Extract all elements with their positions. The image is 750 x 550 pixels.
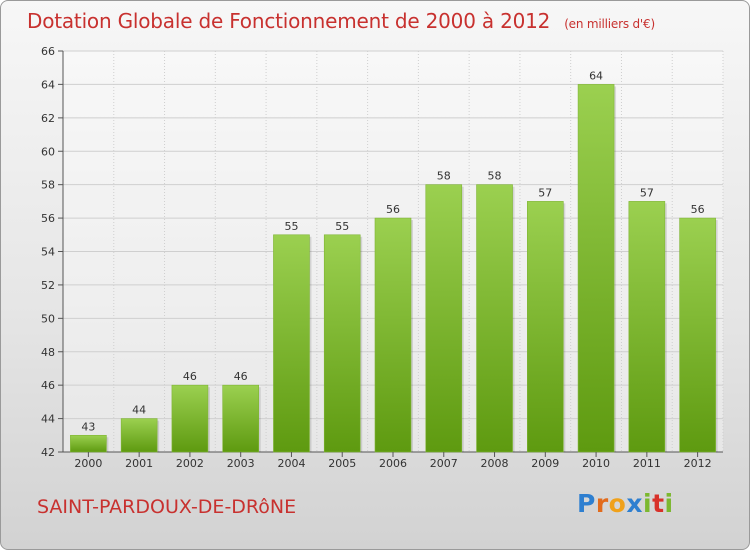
chart-subtitle: (en milliers d'€) — [564, 17, 655, 31]
value-label-2001: 44 — [132, 404, 146, 417]
value-label-2003: 46 — [234, 370, 248, 383]
value-label-2010: 64 — [589, 69, 603, 82]
bar-2007 — [425, 184, 463, 453]
bar-2003 — [222, 384, 259, 453]
bar-2009 — [527, 201, 564, 453]
proxiti-logo: Proxiti — [577, 489, 697, 525]
bar-2011 — [628, 201, 666, 453]
y-tick-label-56: 56 — [41, 212, 55, 225]
logo-letter: i — [664, 489, 674, 518]
y-tick-label-42: 42 — [41, 446, 55, 459]
y-tick-label-46: 46 — [41, 379, 55, 392]
value-label-2004: 55 — [284, 220, 298, 233]
x-tick-label-2011: 2011 — [633, 457, 661, 470]
value-label-2007: 58 — [437, 170, 451, 183]
x-tick-label-2006: 2006 — [379, 457, 407, 470]
y-tick-label-44: 44 — [41, 413, 55, 426]
chart-title: Dotation Globale de Fonctionnement de 20… — [27, 9, 655, 33]
bar-2004 — [273, 234, 310, 453]
x-tick-label-2004: 2004 — [277, 457, 305, 470]
logo-letter: o — [608, 489, 627, 518]
logo-letter: t — [652, 489, 665, 518]
x-tick-label-2007: 2007 — [430, 457, 458, 470]
x-tick-label-2005: 2005 — [328, 457, 356, 470]
x-tick-label-2002: 2002 — [176, 457, 204, 470]
logo-letter: r — [595, 489, 609, 518]
value-label-2011: 57 — [640, 186, 654, 199]
logo-letter: i — [643, 489, 653, 518]
value-label-2000: 43 — [81, 420, 95, 433]
x-tick-label-2003: 2003 — [227, 457, 255, 470]
value-label-2012: 56 — [691, 203, 705, 216]
bar-2001 — [120, 418, 158, 453]
y-tick-label-50: 50 — [41, 312, 55, 325]
value-label-2002: 46 — [183, 370, 197, 383]
x-tick-label-2010: 2010 — [582, 457, 610, 470]
y-tick-label-48: 48 — [41, 346, 55, 359]
x-tick-label-2012: 2012 — [684, 457, 712, 470]
y-tick-label-52: 52 — [41, 279, 55, 292]
logo-letter: P — [577, 489, 596, 518]
y-tick-label-62: 62 — [41, 112, 55, 125]
y-tick-label-54: 54 — [41, 246, 55, 259]
y-tick-label-64: 64 — [41, 78, 55, 91]
bar-2005 — [323, 234, 361, 453]
bar-2010 — [577, 84, 615, 453]
value-label-2009: 57 — [538, 186, 552, 199]
value-label-2006: 56 — [386, 203, 400, 216]
x-tick-label-2001: 2001 — [125, 457, 153, 470]
bar-2002 — [171, 384, 209, 453]
logo-letter: x — [626, 489, 643, 518]
x-tick-label-2009: 2009 — [531, 457, 559, 470]
y-tick-label-66: 66 — [41, 45, 55, 58]
bar-2006 — [374, 217, 412, 453]
y-tick-label-58: 58 — [41, 179, 55, 192]
chart-title-text: Dotation Globale de Fonctionnement de 20… — [27, 9, 551, 33]
bar-2000 — [70, 434, 107, 453]
bar-2008 — [476, 184, 513, 453]
x-tick-label-2008: 2008 — [481, 457, 509, 470]
commune-name: SAINT-PARDOUX-DE-DRôNE — [37, 496, 297, 518]
y-tick-label-60: 60 — [41, 145, 55, 158]
x-tick-label-2000: 2000 — [74, 457, 102, 470]
value-label-2008: 58 — [488, 170, 502, 183]
value-label-2005: 55 — [335, 220, 349, 233]
bar-2012 — [679, 217, 716, 453]
